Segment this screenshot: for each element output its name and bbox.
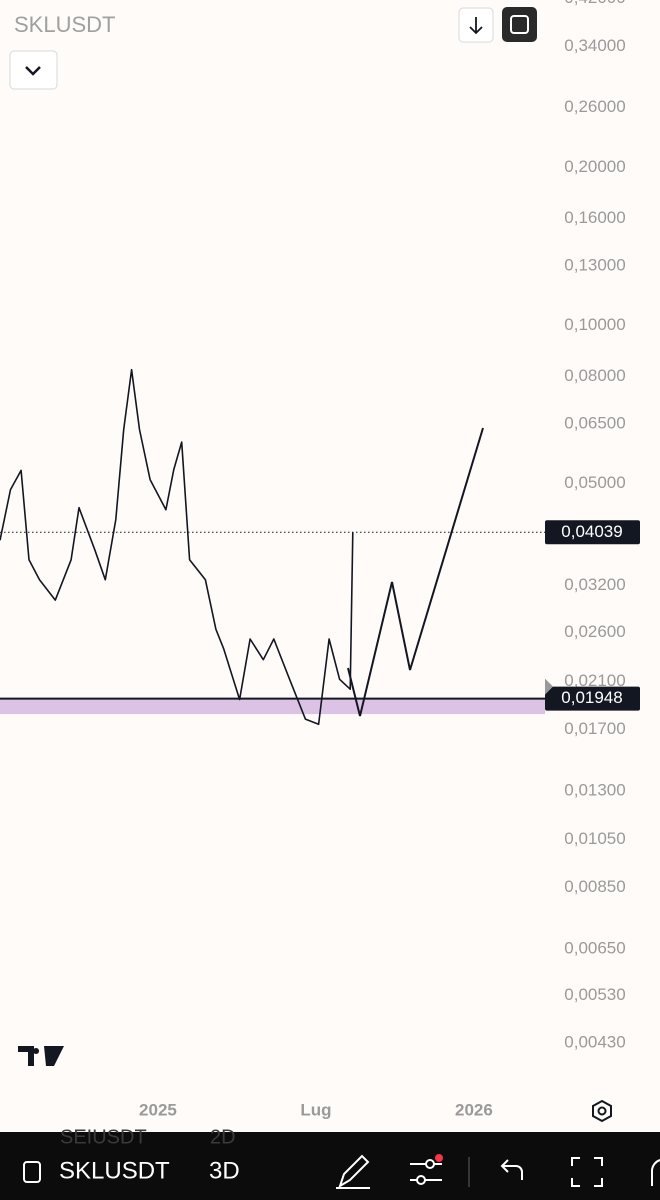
- x-tick-label: 2025: [139, 1100, 177, 1119]
- drawing-projection: [347, 427, 484, 717]
- y-tick-label: 0,00650: [564, 938, 625, 957]
- fullscreen-icon: [510, 15, 529, 34]
- y-tick-label: 0,10000: [564, 315, 625, 334]
- toolbar-symbol[interactable]: SKLUSDT: [59, 1157, 170, 1184]
- y-tick-label: 0,26000: [564, 97, 625, 116]
- y-tick-label: 0,05000: [564, 473, 625, 492]
- arrow-icon: [469, 17, 483, 35]
- symbol-title: SKLUSDT: [14, 12, 115, 37]
- level-label-bg: [545, 686, 640, 711]
- chevron-icon: [25, 66, 41, 76]
- draw-button[interactable]: [336, 1154, 370, 1189]
- x-tick-label: 2026: [455, 1100, 493, 1119]
- y-tick-label: 0,42000: [564, 0, 625, 7]
- symbol-icon: [23, 1161, 41, 1183]
- notification-dot: [435, 1154, 443, 1162]
- undo-button[interactable]: [500, 1159, 523, 1180]
- y-tick-label: 0,00430: [564, 1033, 625, 1052]
- last-price-label-bg: [545, 520, 640, 545]
- fullscreen-toolbar-button[interactable]: [571, 1157, 603, 1187]
- y-tick-label: 0,06500: [564, 413, 625, 432]
- level-marker: [545, 678, 553, 695]
- y-tick-label: 0,01700: [564, 719, 625, 738]
- y-tick-label: 0,02600: [564, 622, 625, 641]
- plot-area: [0, 368, 545, 726]
- settings-button[interactable]: [592, 1099, 612, 1123]
- tradingview-logo: [18, 1046, 64, 1066]
- y-tick-label: 0,34000: [564, 36, 625, 55]
- slider-knob: [416, 1175, 426, 1185]
- zone-band: [0, 698, 545, 715]
- y-tick-label: 0,00850: [564, 877, 625, 896]
- level-label: 0,01948: [561, 688, 622, 707]
- bottom-toolbar: [0, 1132, 660, 1200]
- price-line: [0, 368, 354, 726]
- settings-icon: [597, 1106, 607, 1116]
- ghost-symbol: SEIUSDT: [60, 1126, 147, 1148]
- fullscreen-button[interactable]: [502, 7, 537, 42]
- more-button[interactable]: [651, 1159, 660, 1186]
- y-tick-label: 0,01050: [564, 829, 625, 848]
- y-tick-label: 0,08000: [564, 366, 625, 385]
- x-tick-label: Lug: [300, 1100, 331, 1119]
- y-tick-label: 0,02100: [564, 671, 625, 690]
- y-tick-label: 0,13000: [564, 255, 625, 274]
- ghost-interval: 2D: [210, 1126, 236, 1148]
- collapse-button[interactable]: [9, 50, 58, 90]
- y-tick-label: 0,03200: [564, 575, 625, 594]
- y-tick-label: 0,16000: [564, 208, 625, 227]
- last-price-label: 0,04039: [561, 522, 622, 541]
- y-tick-label: 0,20000: [564, 157, 625, 176]
- y-tick-label: 0,00530: [564, 985, 625, 1004]
- toolbar-interval[interactable]: 3D: [209, 1157, 240, 1184]
- y-tick-label: 0,01300: [564, 780, 625, 799]
- slider-knob: [425, 1159, 435, 1169]
